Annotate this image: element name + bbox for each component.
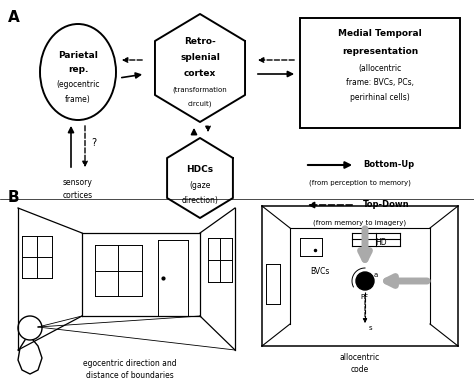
Text: egocentric direction and: egocentric direction and [83,359,177,368]
Text: frame: BVCs, PCs,: frame: BVCs, PCs, [346,78,414,88]
Text: ?: ? [91,139,96,149]
Text: (allocentric: (allocentric [358,64,401,73]
Text: Medial Temporal: Medial Temporal [338,29,422,38]
Text: HDCs: HDCs [186,165,214,173]
Text: (from memory to imagery): (from memory to imagery) [313,220,407,226]
Text: perirhinal cells): perirhinal cells) [350,94,410,102]
Text: Retro-: Retro- [184,38,216,47]
Text: cortex: cortex [184,69,216,78]
Text: rep.: rep. [68,66,88,74]
Text: s: s [369,325,373,331]
Text: A: A [8,10,20,25]
Text: Parietal: Parietal [58,52,98,61]
Text: HD: HD [375,239,387,248]
Text: code: code [351,365,369,374]
Circle shape [356,272,374,290]
Text: distance of boundaries: distance of boundaries [86,371,174,380]
Text: a: a [374,272,378,278]
Text: B: B [8,190,19,205]
Text: (gaze: (gaze [189,180,210,189]
Text: Top-Down: Top-Down [363,201,410,210]
Text: BVCs: BVCs [310,267,329,275]
Text: frame): frame) [65,95,91,104]
Text: allocentric: allocentric [340,353,380,362]
Text: circuit): circuit) [188,101,212,107]
Text: splenial: splenial [180,54,220,62]
Text: PF: PF [360,294,368,300]
Text: (transformation: (transformation [173,87,228,93]
Text: sensory: sensory [63,178,93,187]
Text: Bottom-Up: Bottom-Up [363,161,414,170]
Text: cortices: cortices [63,192,93,201]
Text: (from perception to memory): (from perception to memory) [309,180,411,186]
Text: representation: representation [342,47,418,55]
Text: (egocentric: (egocentric [56,80,100,90]
Text: direction): direction) [182,196,219,204]
